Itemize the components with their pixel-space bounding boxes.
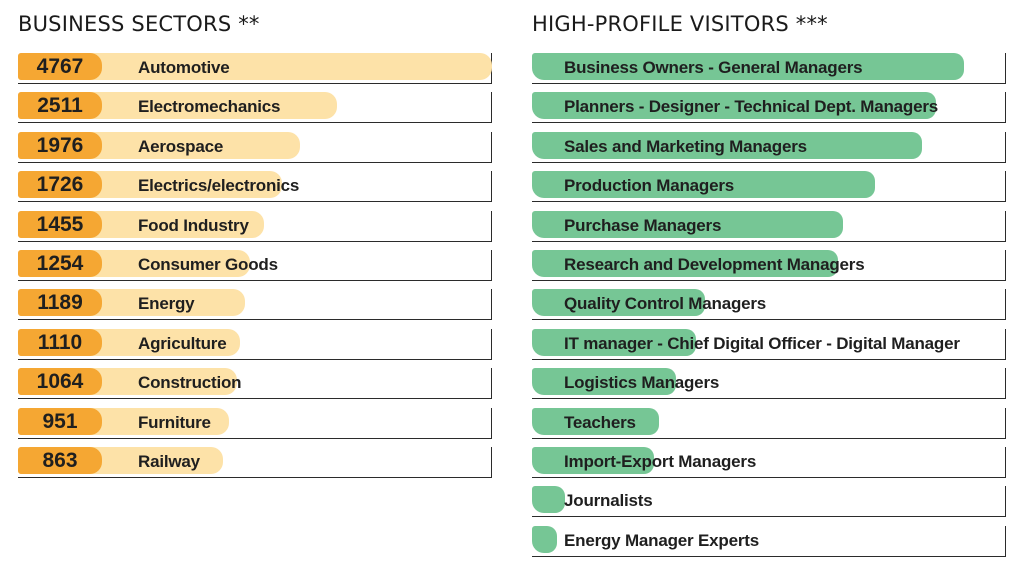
visitor-category-label: Business Owners - General Managers	[564, 58, 863, 77]
visitor-row: Energy Manager Experts	[532, 525, 1006, 557]
sector-value-label: 1254	[18, 250, 102, 277]
visitor-row: Journalists	[532, 486, 1006, 518]
sector-row: 4767 Automotive	[18, 53, 492, 84]
visitor-bar	[532, 368, 677, 396]
visitor-category-label: Quality Control Managers	[564, 294, 767, 314]
sector-value-label: 4767	[18, 53, 102, 80]
visitor-category-label: Logistics Managers	[564, 373, 720, 393]
sector-row: 863 Railway	[18, 447, 492, 478]
visitor-row: Purchase Managers	[532, 210, 1006, 242]
sector-category-label: Food Industry	[138, 215, 249, 235]
visitor-bar	[532, 407, 659, 435]
sector-category-label: Construction	[138, 373, 242, 393]
sector-category-label: Railway	[138, 452, 200, 471]
visitor-row: Sales and Marketing Managers	[532, 131, 1006, 163]
sector-value-label: 1976	[18, 131, 102, 159]
sector-value-label: 1726	[18, 171, 102, 199]
sector-row: 2511 Electromechanics	[18, 92, 492, 124]
visitor-bar	[532, 171, 876, 199]
business-sectors-title: BUSINESS SECTORS **	[18, 12, 260, 36]
visitor-category-label: IT manager - Chief Digital Officer - Dig…	[564, 333, 960, 353]
sector-category-label: Aerospace	[138, 136, 224, 156]
visitor-bar	[532, 92, 937, 120]
visitor-row: Logistics Managers	[532, 368, 1006, 400]
sector-row: 1254 Consumer Goods	[18, 250, 492, 281]
visitor-row: Teachers	[532, 407, 1006, 439]
sector-category-label: Electrics/electronics	[138, 176, 300, 196]
sector-row: 1064 Construction	[18, 368, 492, 400]
visitor-bar	[532, 447, 654, 474]
visitor-row: Quality Control Managers	[532, 289, 1006, 321]
sector-value-label: 1455	[18, 210, 102, 238]
visitor-category-label: Teachers	[564, 412, 636, 432]
sector-category-label: Furniture	[138, 412, 211, 432]
sector-value-label: 863	[18, 447, 102, 474]
visitor-bar	[532, 525, 558, 553]
visitor-category-label: Production Managers	[564, 176, 735, 196]
visitor-bar	[532, 486, 565, 514]
sector-row: 1976 Aerospace	[18, 131, 492, 163]
visitor-category-label: Sales and Marketing Managers	[564, 136, 807, 156]
visitor-category-label: Planners - Designer - Technical Dept. Ma…	[564, 97, 939, 117]
sector-row: 1110 Agriculture	[18, 328, 492, 360]
visitor-bar	[532, 328, 697, 356]
visitor-bar	[532, 210, 844, 238]
visitor-row: Planners - Designer - Technical Dept. Ma…	[532, 92, 1006, 124]
sector-value-label: 1189	[18, 289, 102, 317]
visitor-row: Research and Development Managers	[532, 250, 1006, 281]
visitor-category-label: Import-Export Managers	[564, 452, 757, 471]
visitor-bar	[532, 250, 838, 277]
sector-value-label: 1064	[18, 368, 102, 396]
visitor-row: Import-Export Managers	[532, 447, 1006, 478]
sector-category-label: Electromechanics	[138, 97, 281, 117]
visitor-category-label: Energy Manager Experts	[564, 530, 759, 550]
sector-value-label: 2511	[18, 92, 102, 120]
sector-row: 951 Furniture	[18, 407, 492, 439]
sector-row: 1455 Food Industry	[18, 210, 492, 242]
sector-category-label: Consumer Goods	[138, 255, 278, 274]
visitor-bar	[532, 53, 965, 80]
visitor-row: Production Managers	[532, 171, 1006, 203]
visitor-category-label: Purchase Managers	[564, 215, 722, 235]
sector-category-label: Agriculture	[138, 333, 227, 353]
visitor-row: Business Owners - General Managers	[532, 53, 1006, 84]
sector-row: 1726 Electrics/electronics	[18, 171, 492, 203]
sector-value-label: 1110	[18, 328, 102, 356]
visitor-bar	[532, 289, 705, 317]
sector-category-label: Energy	[138, 294, 195, 314]
visitor-category-label: Research and Development Managers	[564, 255, 865, 274]
sector-row: 1189 Energy	[18, 289, 492, 321]
visitor-bar	[532, 131, 923, 159]
visitor-row: IT manager - Chief Digital Officer - Dig…	[532, 328, 1006, 360]
visitor-category-label: Journalists	[564, 491, 653, 511]
sector-category-label: Automotive	[138, 58, 230, 77]
high-profile-visitors-title: HIGH-PROFILE VISITORS ***	[532, 12, 828, 36]
sector-value-label: 951	[18, 407, 102, 435]
